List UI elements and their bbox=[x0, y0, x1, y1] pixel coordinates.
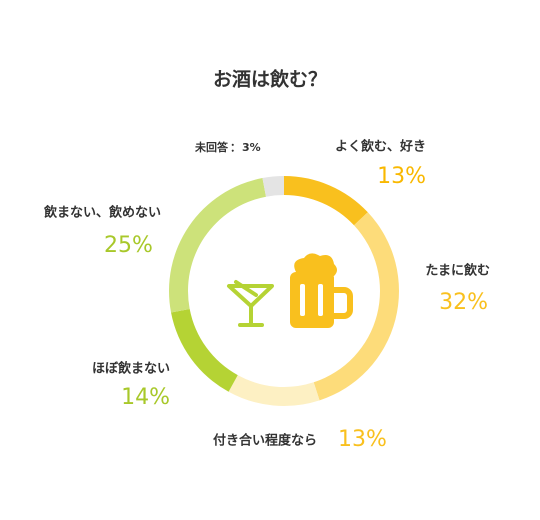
separator: ： bbox=[230, 141, 241, 154]
value-label: 14% bbox=[121, 385, 170, 410]
slice bbox=[313, 212, 399, 401]
category-name: 未回答 bbox=[194, 140, 229, 154]
value-label: 32% bbox=[439, 290, 488, 315]
value-label: 25% bbox=[104, 233, 153, 258]
value-label: 13% bbox=[338, 427, 387, 452]
beer-icon bbox=[290, 253, 353, 328]
category-label: 未回答 3% bbox=[194, 140, 261, 154]
category-label: ほぼ飲まない bbox=[92, 361, 170, 377]
labels: よく飲む、好き 13% たまに飲む 32% 付き合い程度なら 13% ほぼ飲まない 14% 飲ま… bbox=[43, 139, 490, 453]
slice bbox=[171, 308, 238, 392]
slice bbox=[262, 176, 284, 197]
category-label: よく飲む、好き bbox=[335, 139, 426, 155]
slice bbox=[228, 375, 320, 406]
category-label: 飲まない、飲めない bbox=[43, 205, 161, 221]
donut bbox=[169, 176, 399, 406]
value-label: 3% bbox=[242, 141, 261, 154]
category-label: 付き合い程度なら bbox=[213, 433, 317, 449]
slice bbox=[284, 176, 368, 226]
cocktail-icon bbox=[227, 280, 274, 327]
chart-title: お酒は飲む？ bbox=[213, 68, 327, 91]
slice bbox=[169, 178, 267, 313]
category-label: たまに飲む bbox=[425, 263, 490, 279]
value-label: 13% bbox=[377, 164, 426, 189]
